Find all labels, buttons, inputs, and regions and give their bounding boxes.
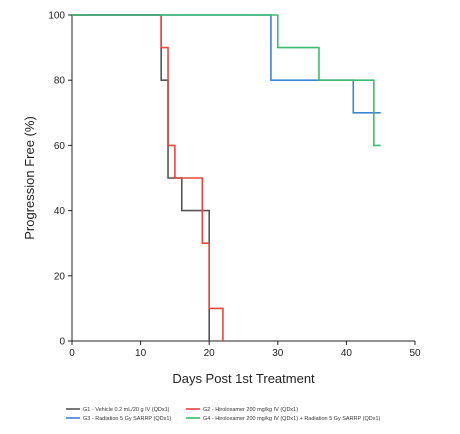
series-line-g3: [72, 14, 381, 114]
series-line-g4: [72, 14, 381, 147]
y-tick-label: 100: [48, 11, 65, 22]
axes: 0 10 20 30 40 50 0 20 40 60 80 100: [48, 11, 421, 360]
y-tick-label: 40: [54, 206, 66, 217]
x-axis-title: Days Post 1st Treatment: [172, 371, 315, 386]
legend-label-g3: G3 - Radiation 5 Gy SARRP (QDx1): [83, 416, 171, 422]
x-tick-label: 20: [204, 348, 216, 359]
y-tick-label: 60: [54, 141, 66, 152]
y-tick-label: 0: [59, 337, 65, 348]
legend-label-g4: G4 - Hiroloxamer 200 mg/kg IV (QDx1) + R…: [203, 416, 381, 422]
y-tick-label: 20: [54, 271, 66, 282]
legend: G1 - Vehicle 0.2 mL/20 g IV (QDx1) G2 - H…: [66, 407, 381, 422]
x-tick-label: 50: [409, 348, 421, 359]
series-line-g2: [72, 14, 224, 341]
x-tick-label: 0: [69, 348, 75, 359]
legend-label-g2: G2 - Hiroloxamer 200 mg/kg IV (QDx1): [203, 407, 298, 413]
y-axis-title: Progression Free (%): [22, 116, 37, 240]
x-tick-label: 30: [272, 348, 284, 359]
x-tick-label: 40: [341, 348, 353, 359]
legend-label-g1: G1 - Vehicle 0.2 mL/20 g IV (QDx1): [83, 407, 170, 413]
x-tick-label: 10: [135, 348, 147, 359]
series-layer: [72, 14, 381, 341]
y-tick-label: 80: [54, 76, 66, 87]
